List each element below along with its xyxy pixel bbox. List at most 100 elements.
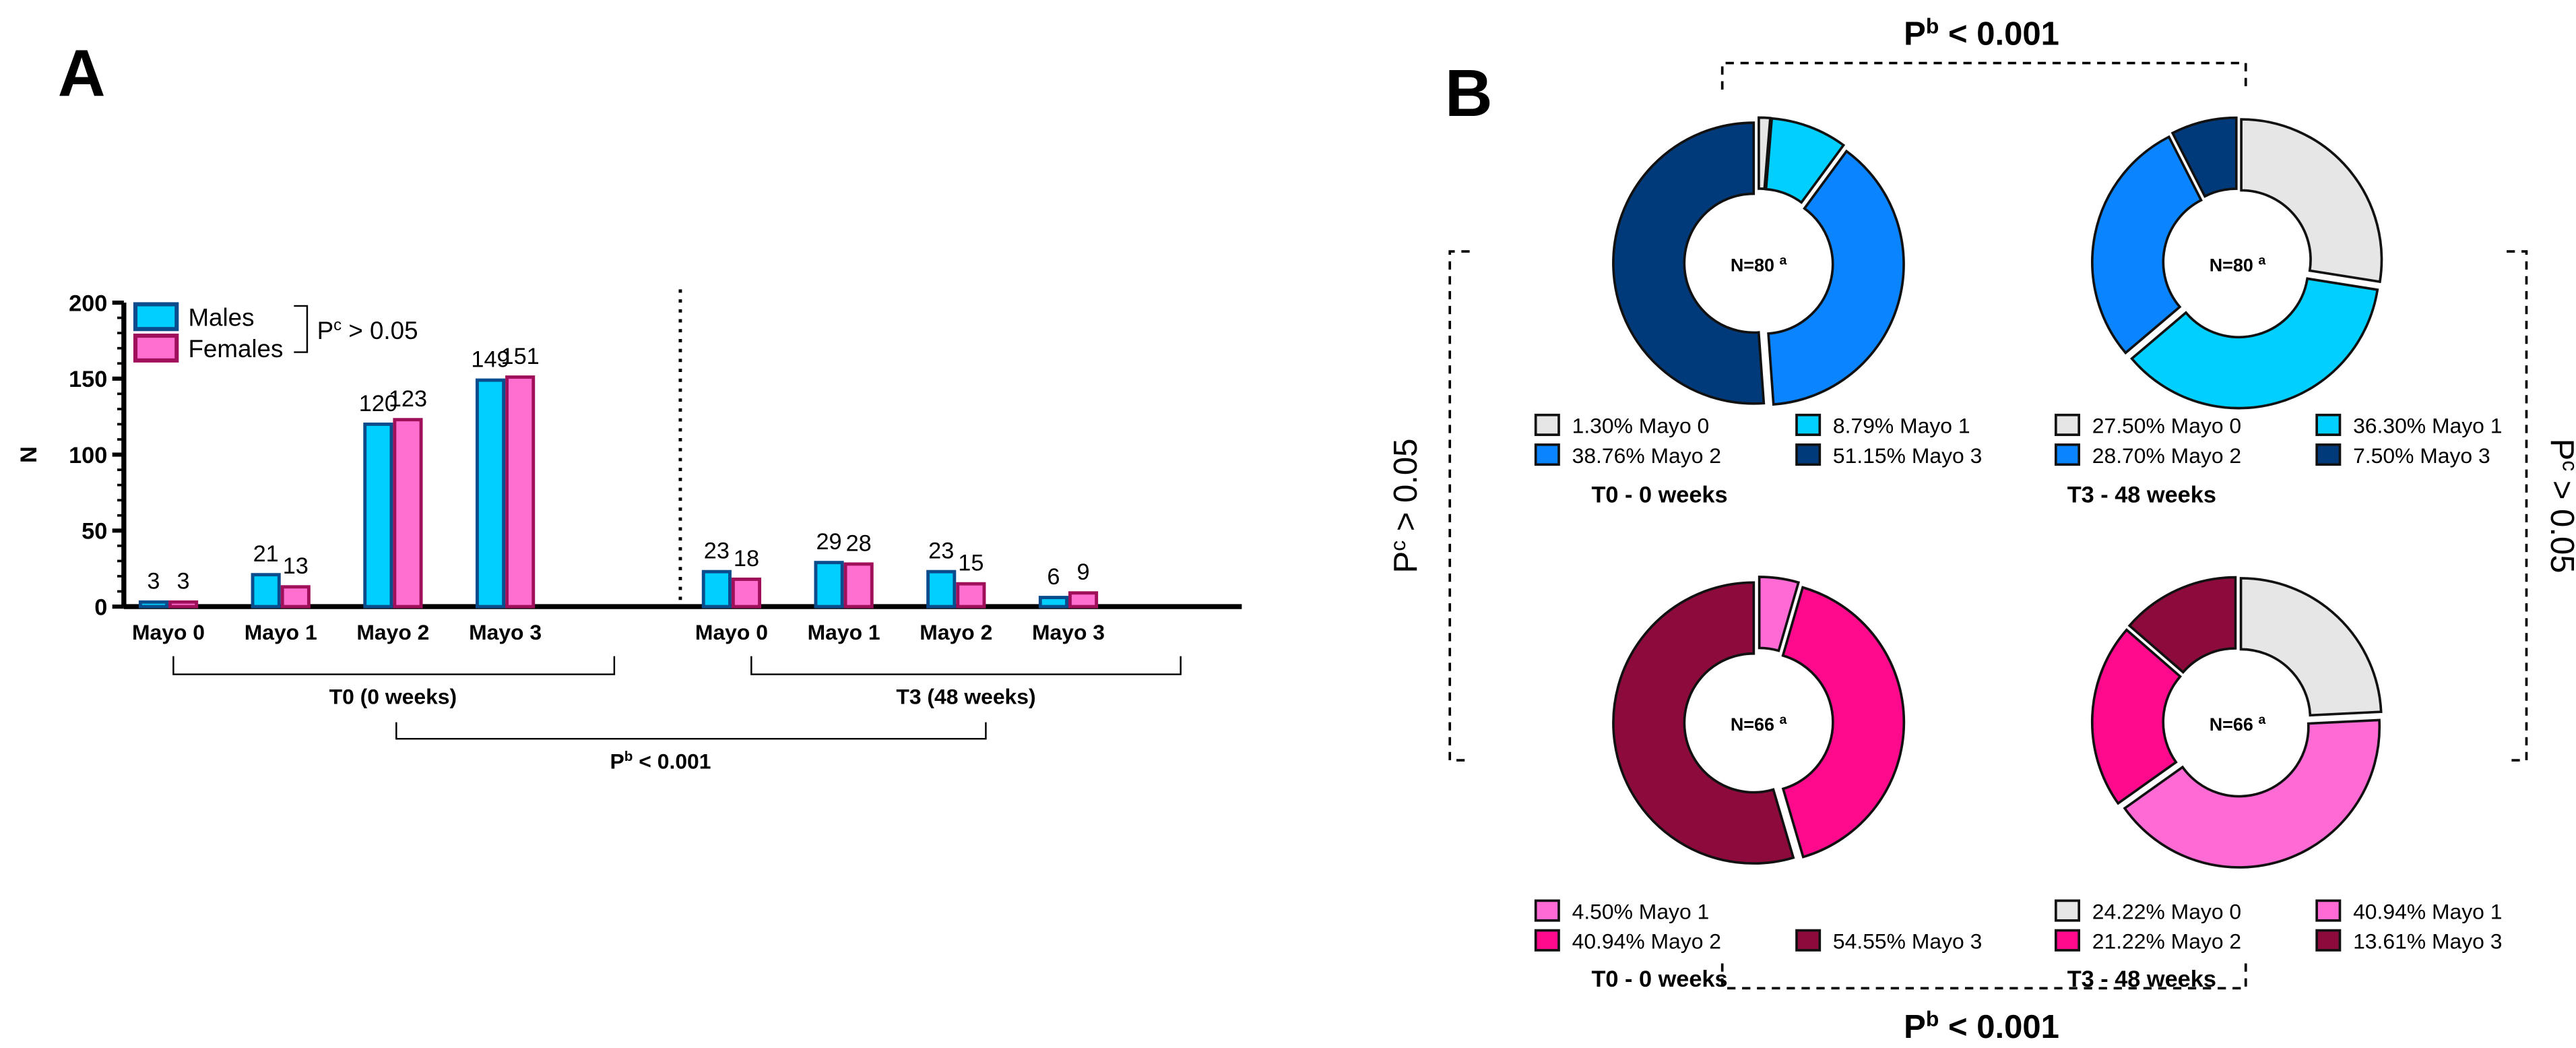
donut-title: T0 - 0 weeks	[1591, 483, 1727, 508]
bar-value-label: 3	[147, 569, 160, 594]
bar-value-label: 21	[253, 541, 279, 567]
panel-label-a: A	[58, 36, 106, 111]
bar-females	[731, 578, 762, 609]
donut-title: T0 - 0 weeks	[1591, 966, 1727, 992]
x-tick-label: Mayo 3	[469, 620, 542, 644]
p-bracket-left	[1448, 250, 1470, 762]
group-bracket	[172, 656, 616, 675]
group-bracket	[750, 656, 1182, 675]
y-tick-label: 150	[69, 367, 107, 392]
bar-value-label: 149	[471, 346, 509, 372]
p-value-right: Pc > 0.05	[2544, 439, 2576, 574]
x-tick-label: Mayo 1	[808, 620, 880, 644]
p-value-sex: Pc > 0.05	[317, 316, 418, 344]
donut-center-label: N=80 a	[1731, 253, 1788, 276]
bar-value-label: 15	[958, 551, 984, 576]
donut-slice	[1764, 117, 1846, 204]
donut-center-label: N=80 a	[2210, 253, 2267, 276]
legend-label: 40.94% Mayo 2	[1572, 929, 1721, 953]
legend-swatch	[1795, 413, 1822, 436]
legend-label: 24.22% Mayo 0	[2092, 899, 2241, 923]
legend-swatch-females	[133, 333, 179, 363]
bar-females	[168, 600, 199, 609]
legend-swatch	[1795, 443, 1822, 466]
group-label: T0 (0 weeks)	[329, 685, 457, 709]
bar-value-label: 151	[501, 344, 540, 369]
bar-value-label: 3	[177, 569, 190, 594]
y-tick-label: 50	[82, 519, 107, 545]
legend-swatch-males	[133, 302, 179, 332]
x-tick-label: Mayo 0	[695, 620, 768, 644]
donut-slice	[1767, 149, 1905, 406]
legend-swatch	[2055, 443, 2081, 466]
legend-label: 4.50% Mayo 1	[1572, 899, 1710, 923]
bar-value-label: 120	[359, 391, 397, 417]
donut-charts: N=80 a 1.30% Mayo 0 8.79% Mayo 1 38.76% May…	[1386, 13, 2576, 1045]
p-value-left: Pc > 0.05	[1386, 439, 1424, 574]
legend-swatch	[2055, 929, 2081, 952]
p-value-bottom: Pb < 0.001	[1904, 1007, 2059, 1045]
legend-label: 38.76% Mayo 2	[1572, 443, 1721, 468]
donut-center-label: N=66 a	[1731, 712, 1788, 735]
legend-swatch	[2055, 413, 2081, 436]
donut-slice	[1612, 581, 1795, 865]
donut-slice	[2091, 135, 2203, 355]
legend-label: 21.22% Mayo 2	[2092, 929, 2241, 953]
donut-slice	[2090, 628, 2183, 805]
donut-slice	[1758, 576, 1801, 652]
bar-males	[1038, 596, 1068, 609]
bar-females	[505, 375, 536, 609]
donut-slice	[2130, 277, 2379, 410]
bar-value-label: 23	[704, 538, 730, 564]
x-tick-label: Mayo 2	[356, 620, 429, 644]
legend-label: Males	[188, 303, 254, 331]
x-tick-label: Mayo 2	[920, 620, 992, 644]
donut-slice	[2170, 116, 2238, 198]
p-value-top: Pb < 0.001	[1904, 13, 2059, 52]
legend-label: 7.50% Mayo 3	[2353, 443, 2490, 468]
bar-males	[475, 378, 506, 609]
legend-swatch	[1795, 929, 1822, 952]
legend-label: 54.55% Mayo 3	[1833, 929, 1982, 953]
legend-label: 40.94% Mayo 1	[2353, 899, 2502, 923]
donut-slice	[2127, 576, 2237, 675]
bar-value-label: 9	[1077, 559, 1090, 585]
bar-value-label: 23	[928, 538, 954, 564]
bar-females	[393, 418, 423, 609]
p-value-between-timepoints: Pb < 0.001	[610, 749, 711, 773]
x-tick-label: Mayo 3	[1032, 620, 1105, 644]
y-axis-label: N	[16, 446, 42, 463]
legend-swatch	[2315, 443, 2342, 466]
legend-label: 8.79% Mayo 1	[1833, 414, 1970, 438]
legend-label: 36.30% Mayo 1	[2353, 414, 2502, 438]
p-bracket-top	[1720, 61, 2247, 90]
bar-males	[138, 600, 169, 609]
bar-value-label: 123	[389, 386, 427, 412]
legend-swatch	[1534, 899, 1560, 922]
legend-label: 13.61% Mayo 3	[2353, 929, 2502, 953]
legend-label: Females	[188, 335, 283, 363]
p-bracket-bottom	[1720, 963, 2247, 990]
legend-label: 1.30% Mayo 0	[1572, 414, 1710, 438]
legend-swatch	[1534, 413, 1560, 436]
x-tick-label: Mayo 0	[132, 620, 205, 644]
bar-males	[814, 561, 844, 609]
y-tick-label: 100	[69, 443, 107, 468]
bar-value-label: 29	[816, 529, 841, 555]
p-bracket	[395, 722, 987, 740]
donut-title: T3 - 48 weeks	[2067, 483, 2216, 508]
bar-value-label: 18	[734, 546, 759, 572]
legend-swatch	[2315, 929, 2342, 952]
donut-slice	[1781, 586, 1906, 859]
legend-label: 51.15% Mayo 3	[1833, 443, 1982, 468]
legend-label: 28.70% Mayo 2	[2092, 443, 2241, 468]
bar-males	[363, 422, 393, 609]
group-label: T3 (48 weeks)	[896, 685, 1035, 709]
donut-slice	[2123, 718, 2381, 869]
bar-males	[251, 573, 281, 609]
legend-swatch	[1534, 929, 1560, 952]
panel-label-b: B	[1445, 56, 1493, 130]
bar-value-label: 6	[1047, 564, 1060, 590]
bar-females	[843, 562, 874, 609]
